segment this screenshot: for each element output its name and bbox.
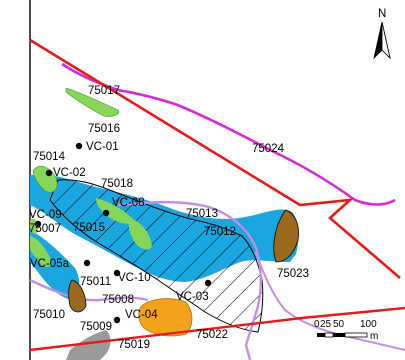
lilac-boundary [117, 200, 262, 360]
green-zone-75015[interactable] [96, 198, 134, 224]
well-label-vc08: VC-08 [112, 197, 145, 209]
lilac-boundary-south [29, 278, 149, 302]
zone-label-75014: 75014 [33, 151, 66, 163]
green-zone-75011[interactable] [30, 236, 52, 267]
lilac-boundary-east [254, 251, 405, 351]
zone-label-75009: 75009 [80, 321, 112, 333]
well-marker-vc09[interactable] [34, 220, 42, 228]
well-marker-vc01[interactable] [75, 142, 83, 150]
zone-label-75024: 75024 [252, 143, 285, 155]
zone-label-75017: 75017 [88, 85, 120, 97]
scale-unit: m [370, 331, 378, 342]
scale-tick-50: 50 [333, 319, 345, 330]
zone-label-75012: 75012 [204, 226, 236, 238]
well-label-vc10: VC-10 [118, 272, 151, 284]
scale-segment-1 [317, 333, 325, 337]
zone-label-75023: 75023 [277, 268, 309, 280]
zone-label-75022: 75022 [196, 329, 228, 341]
well-marker-vc03[interactable] [204, 279, 212, 287]
zone-label-75008: 75008 [102, 294, 134, 306]
site-boundary-south [29, 306, 405, 352]
scale-segment-3 [333, 333, 345, 337]
well-label-vc05a: VC-05a [30, 258, 70, 270]
zone-label-75007: 75007 [29, 223, 61, 235]
grey-zone-75019[interactable] [66, 330, 111, 360]
zone-label-75013: 75013 [186, 208, 218, 220]
hatched-zone[interactable] [49, 179, 264, 333]
zone-label-75018: 75018 [101, 178, 133, 190]
scale-tick-25: 25 [320, 319, 332, 330]
zone-label-75019: 75019 [118, 339, 150, 351]
site-boundary [29, 38, 401, 279]
well-label-vc02: VC-02 [53, 167, 86, 179]
well-label-vc09: VC-09 [29, 209, 62, 221]
well-label-vc03: VC-03 [176, 291, 209, 303]
zone-label-75015: 75015 [73, 222, 105, 234]
scale-segment-2 [324, 332, 334, 338]
well-label-vc01: VC-01 [86, 141, 119, 153]
well-marker-vc08[interactable] [102, 209, 110, 217]
zone-label-75010: 75010 [33, 309, 65, 321]
scale-tick-0: 0 [314, 319, 320, 330]
green-zone-75013[interactable] [128, 218, 152, 250]
orange-zone-75022[interactable] [138, 298, 193, 337]
well-marker-vc10[interactable] [113, 269, 121, 277]
brown-zone-75010[interactable] [68, 279, 87, 313]
green-zone-75017[interactable] [65, 87, 120, 117]
north-label: N [378, 8, 386, 20]
well-marker-vc04[interactable] [113, 316, 121, 324]
scale-tick-100: 100 [360, 319, 377, 330]
north-arrow-icon: N [373, 8, 391, 60]
well-label-vc04: VC-04 [125, 309, 158, 321]
zone-label-75011: 75011 [80, 276, 111, 288]
scale-segment-4 [344, 332, 368, 338]
well-marker-vc05a[interactable] [83, 259, 91, 267]
brown-zone-75023[interactable] [273, 209, 299, 263]
zone-label-75016: 75016 [88, 123, 120, 135]
well-marker-vc02[interactable] [45, 169, 53, 177]
magenta-trace [61, 62, 396, 206]
scale-bar: 0 25 50 100 m [314, 319, 378, 342]
